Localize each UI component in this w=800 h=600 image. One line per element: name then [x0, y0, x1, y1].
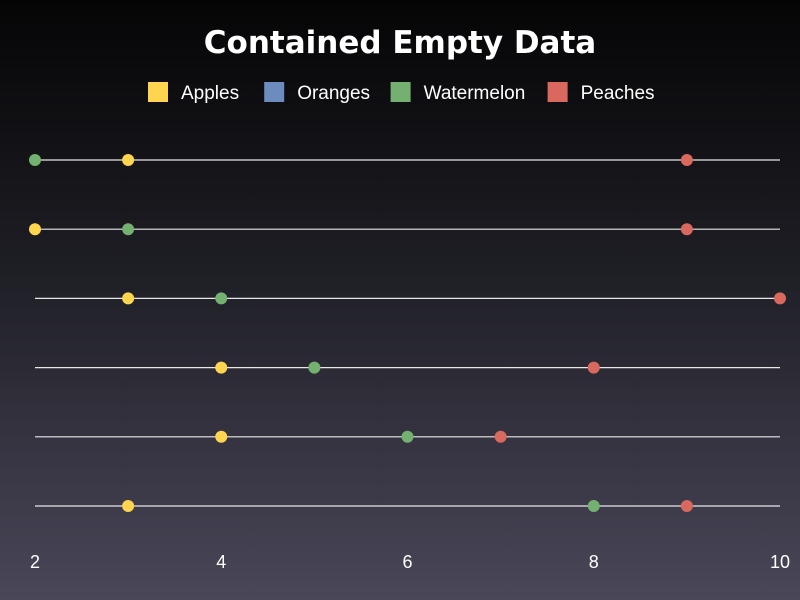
point-apples-row-6 — [122, 500, 135, 512]
legend-swatch-oranges — [264, 82, 285, 102]
point-apples-row-1 — [122, 154, 135, 166]
point-watermelon-row-3 — [215, 292, 228, 305]
chart-title: Contained Empty Data — [204, 25, 596, 61]
point-peaches-row-3 — [774, 292, 786, 305]
point-watermelon-row-6 — [587, 500, 600, 512]
point-watermelon-row-2 — [122, 223, 135, 236]
legend-label-oranges: Oranges — [297, 83, 370, 104]
plot-points — [29, 154, 786, 512]
point-watermelon-row-1 — [29, 154, 41, 166]
x-tick-label-4: 4 — [216, 552, 226, 572]
x-tick-label-6: 6 — [402, 552, 412, 572]
point-peaches-row-1 — [680, 154, 693, 166]
point-watermelon-row-4 — [308, 361, 321, 374]
x-axis: 2 4 6 8 10 — [30, 552, 790, 572]
legend-swatch-peaches — [547, 82, 568, 102]
point-peaches-row-4 — [587, 361, 600, 374]
legend-swatch-watermelon — [390, 82, 411, 102]
legend: Apples Oranges Watermelon Peaches — [148, 82, 655, 104]
legend-label-watermelon: Watermelon — [424, 83, 526, 104]
x-tick-label-10: 10 — [770, 552, 790, 572]
legend-swatch-apples — [148, 82, 168, 102]
point-apples-row-3 — [122, 292, 135, 305]
legend-label-apples: Apples — [181, 83, 239, 104]
plot-rows — [35, 159, 780, 507]
point-watermelon-row-5 — [401, 430, 414, 443]
point-apples-row-2 — [29, 223, 41, 236]
point-peaches-row-5 — [494, 430, 507, 443]
point-apples-row-4 — [215, 361, 228, 374]
legend-label-peaches: Peaches — [581, 83, 655, 104]
point-peaches-row-6 — [680, 500, 693, 512]
x-tick-label-2: 2 — [30, 552, 40, 572]
point-apples-row-5 — [215, 430, 228, 443]
point-peaches-row-2 — [680, 223, 693, 236]
x-tick-label-8: 8 — [589, 552, 599, 572]
